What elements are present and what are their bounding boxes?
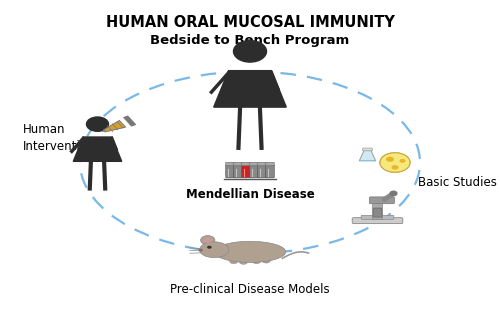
Polygon shape bbox=[124, 116, 136, 126]
FancyBboxPatch shape bbox=[242, 165, 250, 178]
Polygon shape bbox=[104, 121, 126, 132]
Polygon shape bbox=[102, 130, 106, 132]
Circle shape bbox=[400, 159, 406, 163]
Ellipse shape bbox=[200, 242, 229, 258]
FancyBboxPatch shape bbox=[250, 165, 258, 178]
FancyBboxPatch shape bbox=[226, 165, 234, 178]
FancyBboxPatch shape bbox=[258, 162, 266, 166]
Circle shape bbox=[200, 236, 215, 245]
FancyBboxPatch shape bbox=[258, 165, 266, 178]
Ellipse shape bbox=[262, 258, 270, 263]
FancyBboxPatch shape bbox=[362, 148, 372, 151]
FancyBboxPatch shape bbox=[352, 218, 403, 224]
Circle shape bbox=[204, 238, 212, 243]
Circle shape bbox=[380, 153, 410, 172]
FancyBboxPatch shape bbox=[266, 162, 274, 166]
FancyBboxPatch shape bbox=[370, 197, 394, 204]
Polygon shape bbox=[214, 71, 286, 107]
Polygon shape bbox=[359, 150, 376, 161]
Text: Human
Intervention: Human Intervention bbox=[22, 123, 95, 153]
Polygon shape bbox=[74, 137, 122, 161]
FancyBboxPatch shape bbox=[226, 162, 234, 166]
FancyBboxPatch shape bbox=[234, 162, 242, 166]
FancyBboxPatch shape bbox=[234, 165, 242, 178]
Circle shape bbox=[386, 157, 394, 162]
Circle shape bbox=[390, 191, 397, 196]
FancyBboxPatch shape bbox=[373, 208, 382, 217]
FancyBboxPatch shape bbox=[242, 162, 250, 166]
Text: Basic Studies: Basic Studies bbox=[418, 176, 496, 188]
Polygon shape bbox=[359, 160, 376, 161]
FancyBboxPatch shape bbox=[250, 162, 258, 166]
Ellipse shape bbox=[240, 260, 248, 264]
Circle shape bbox=[392, 165, 398, 170]
FancyBboxPatch shape bbox=[372, 199, 382, 219]
FancyBboxPatch shape bbox=[361, 215, 394, 219]
Ellipse shape bbox=[230, 259, 238, 264]
Circle shape bbox=[198, 249, 203, 252]
Circle shape bbox=[234, 41, 266, 62]
Text: HUMAN ORAL MUCOSAL IMMUNITY: HUMAN ORAL MUCOSAL IMMUNITY bbox=[106, 15, 395, 30]
Text: Mendellian Disease: Mendellian Disease bbox=[186, 188, 314, 202]
Circle shape bbox=[207, 246, 212, 249]
Ellipse shape bbox=[252, 259, 260, 264]
Text: Pre-clinical Disease Models: Pre-clinical Disease Models bbox=[170, 283, 330, 296]
Circle shape bbox=[86, 117, 108, 131]
FancyBboxPatch shape bbox=[266, 165, 274, 178]
Text: Bedside to Bench Program: Bedside to Bench Program bbox=[150, 34, 350, 47]
Ellipse shape bbox=[214, 241, 286, 263]
